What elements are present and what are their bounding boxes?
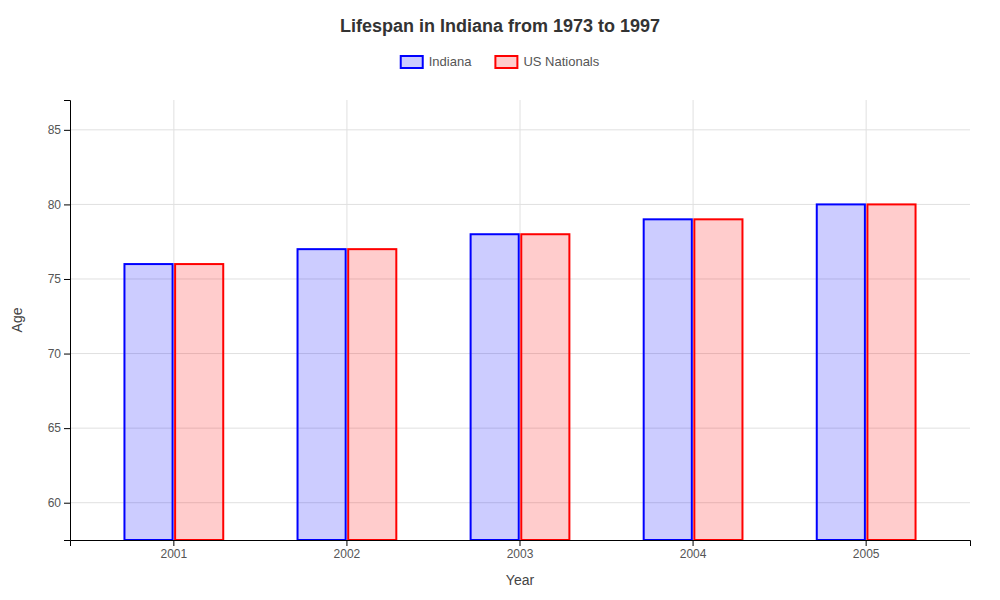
x-tick-mark <box>866 540 867 546</box>
y-tick-label: 65 <box>48 421 62 435</box>
legend-label: Indiana <box>429 54 472 69</box>
y-tick: 75 <box>48 272 70 286</box>
legend: Indiana US Nationals <box>401 54 600 69</box>
bar <box>521 234 569 540</box>
bar <box>644 219 692 540</box>
y-tick-mark <box>64 503 70 504</box>
x-tick-mark <box>693 540 694 546</box>
y-tick: 70 <box>48 347 70 361</box>
bar <box>298 249 346 540</box>
x-tick-label: 2002 <box>334 547 361 561</box>
legend-label: US Nationals <box>523 54 599 69</box>
y-tick: 85 <box>48 123 70 137</box>
y-tick-label: 60 <box>48 496 62 510</box>
bar-series <box>175 204 915 540</box>
y-tick-label: 70 <box>48 347 62 361</box>
x-tick-mark <box>520 540 521 546</box>
y-axis: 60 65 70 75 80 85 <box>48 101 71 541</box>
x-tick: 2002 <box>334 540 361 561</box>
legend-item: Indiana <box>401 54 472 69</box>
y-tick-mark <box>64 130 70 131</box>
legend-item: US Nationals <box>495 54 599 69</box>
x-axis-line <box>71 541 971 547</box>
legend-swatch <box>401 56 423 68</box>
bars <box>124 204 915 540</box>
y-tick-label: 85 <box>48 123 62 137</box>
bar <box>817 204 865 540</box>
legend-swatch <box>495 56 517 68</box>
bar <box>471 234 519 540</box>
y-tick: 60 <box>48 496 70 510</box>
y-tick-mark <box>64 428 70 429</box>
grid <box>70 100 970 540</box>
plot-area: 2001 2002 2003 2004 2005 60 65 70 75 80 85 <box>48 100 971 561</box>
x-axis-title: Year <box>506 572 535 588</box>
y-tick-mark <box>64 204 70 205</box>
bar <box>694 219 742 540</box>
bar <box>867 204 915 540</box>
x-tick-label: 2004 <box>680 547 707 561</box>
x-tick-mark <box>173 540 174 546</box>
y-tick-label: 75 <box>48 272 62 286</box>
y-axis-title: Age <box>9 307 25 332</box>
x-tick: 2001 <box>160 540 187 561</box>
bar <box>124 264 172 540</box>
x-tick-label: 2003 <box>507 547 534 561</box>
y-tick-label: 80 <box>48 198 62 212</box>
title: Lifespan in Indiana from 1973 to 1997 <box>340 16 660 36</box>
x-tick-mark <box>346 540 347 546</box>
y-tick: 65 <box>48 421 70 435</box>
y-tick-mark <box>64 279 70 280</box>
y-tick-mark <box>64 354 70 355</box>
chart: 2001 2002 2003 2004 2005 60 65 70 75 80 85 Year Age L… <box>0 0 1000 600</box>
x-tick: 2003 <box>507 540 534 561</box>
x-tick-label: 2001 <box>160 547 187 561</box>
y-axis-line <box>64 101 71 541</box>
bar-series <box>124 204 864 540</box>
x-tick-label: 2005 <box>853 547 880 561</box>
bar <box>348 249 396 540</box>
y-tick: 80 <box>48 198 70 212</box>
x-tick: 2004 <box>680 540 707 561</box>
bar <box>175 264 223 540</box>
x-axis: 2001 2002 2003 2004 2005 <box>71 540 971 561</box>
x-tick: 2005 <box>853 540 880 561</box>
